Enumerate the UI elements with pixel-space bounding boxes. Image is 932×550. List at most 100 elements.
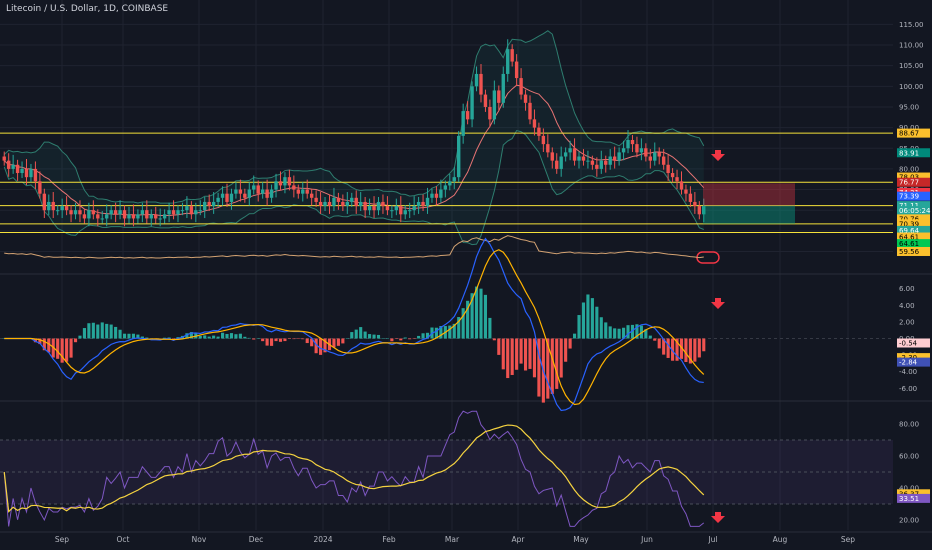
candle-body — [269, 189, 274, 198]
bollinger-band-fill — [4, 30, 704, 245]
macd-histogram-bar — [42, 338, 46, 351]
macd-histogram-bar — [639, 325, 643, 339]
candle-body — [220, 193, 225, 198]
macd-histogram-bar — [341, 338, 345, 344]
candle-body — [483, 94, 488, 107]
candle-body — [457, 135, 461, 178]
macd-histogram-bar — [100, 322, 104, 339]
price-tag — [897, 191, 930, 201]
price-tag-label: 73.39 — [899, 193, 919, 201]
price-tag — [897, 219, 930, 229]
candle-body — [185, 206, 189, 211]
candle-body — [42, 193, 47, 211]
candle-body — [612, 156, 617, 161]
candle-body — [572, 148, 577, 161]
price-tick-label: 80.00 — [899, 165, 919, 173]
candle-body — [394, 206, 399, 211]
macd-histogram-bar — [457, 317, 461, 339]
macd-histogram-bar — [385, 338, 389, 339]
candle-body — [15, 164, 20, 174]
macd-histogram-bar — [590, 298, 594, 339]
macd-histogram-bar — [229, 333, 234, 339]
price-tag-label: 83.91 — [899, 149, 919, 157]
candle-body — [367, 206, 372, 211]
candle-body — [314, 197, 318, 202]
candle-body — [11, 164, 15, 169]
macd-histogram-bar — [474, 286, 479, 339]
candle-body — [501, 73, 505, 103]
candle-body — [421, 201, 425, 207]
candle-body — [537, 127, 541, 136]
macd-histogram-bar — [679, 338, 684, 359]
macd-histogram-bar — [323, 338, 327, 353]
candle-body — [20, 168, 24, 174]
price-tag-label: 64.61 — [899, 240, 919, 248]
price-tick-label: 105.00 — [899, 62, 924, 70]
macd-histogram-bar — [274, 338, 278, 342]
macd-histogram-bar — [666, 338, 670, 358]
candle-body — [145, 210, 149, 219]
candle-body — [479, 73, 483, 95]
macd-histogram-bar — [470, 293, 474, 339]
macd-histogram-bar — [497, 338, 501, 355]
candle-body — [684, 189, 688, 194]
macd-histogram-bar — [167, 337, 171, 339]
take-profit-zone — [703, 205, 795, 224]
x-tick-label: Jun — [640, 535, 653, 544]
macd-histogram-bar — [604, 322, 608, 339]
candle-body — [621, 148, 626, 153]
macd-histogram-bar — [688, 338, 692, 364]
macd-histogram-bar — [91, 322, 95, 339]
candle-body — [69, 210, 73, 215]
macd-histogram-bar — [127, 333, 131, 339]
candle-body — [452, 177, 456, 182]
macd-histogram-bar — [136, 334, 140, 339]
macd-histogram-bar — [697, 338, 701, 358]
candle-body — [510, 49, 514, 62]
candle-body — [514, 61, 519, 79]
candle-body — [653, 152, 657, 161]
macd-histogram-bar — [439, 325, 443, 339]
rsi-tick-label: 40.00 — [899, 485, 919, 493]
macd-histogram-bar — [532, 338, 537, 378]
macd-histogram-bar — [568, 338, 572, 349]
candle-body — [176, 210, 180, 215]
candle-body — [639, 148, 644, 153]
macd-histogram-bar — [212, 335, 216, 339]
price-tag-label: 59.56 — [899, 248, 920, 256]
macd-histogram-bar — [408, 338, 412, 340]
candle-body — [497, 90, 501, 103]
bollinger-upper — [3, 30, 705, 204]
macd-histogram-bar — [506, 338, 510, 379]
macd-histogram-bar — [69, 338, 73, 358]
candle-body — [492, 90, 497, 120]
candle-body — [336, 197, 341, 202]
x-tick-label: Sep — [841, 535, 855, 544]
macd-histogram-bar — [519, 338, 523, 364]
macd-histogram-bar — [176, 337, 180, 339]
price-tick-label: 115.00 — [899, 21, 924, 29]
candle-body — [430, 193, 434, 198]
macd-histogram-bar — [56, 338, 60, 359]
macd-histogram-bar — [350, 332, 354, 339]
price-tag-label: 78.03 — [899, 174, 919, 182]
macd-histogram-bar — [381, 338, 385, 339]
candle-body — [180, 210, 185, 212]
candle-body — [278, 181, 283, 186]
candle-body — [626, 140, 630, 149]
candle-body — [38, 181, 42, 194]
macd-histogram-bar — [185, 333, 189, 339]
candle-body — [675, 177, 679, 182]
macd-tick-label: -6.00 — [899, 385, 917, 393]
candle-body — [24, 168, 29, 178]
macd-histogram-bar — [238, 333, 242, 339]
candle-body — [113, 210, 118, 215]
macd-histogram-bar — [216, 336, 220, 339]
price-tag — [897, 128, 930, 138]
candle-body — [318, 201, 323, 207]
candle-body — [203, 201, 207, 211]
candle-body — [581, 156, 586, 161]
candle-body — [577, 156, 581, 161]
price-tag — [897, 225, 930, 235]
